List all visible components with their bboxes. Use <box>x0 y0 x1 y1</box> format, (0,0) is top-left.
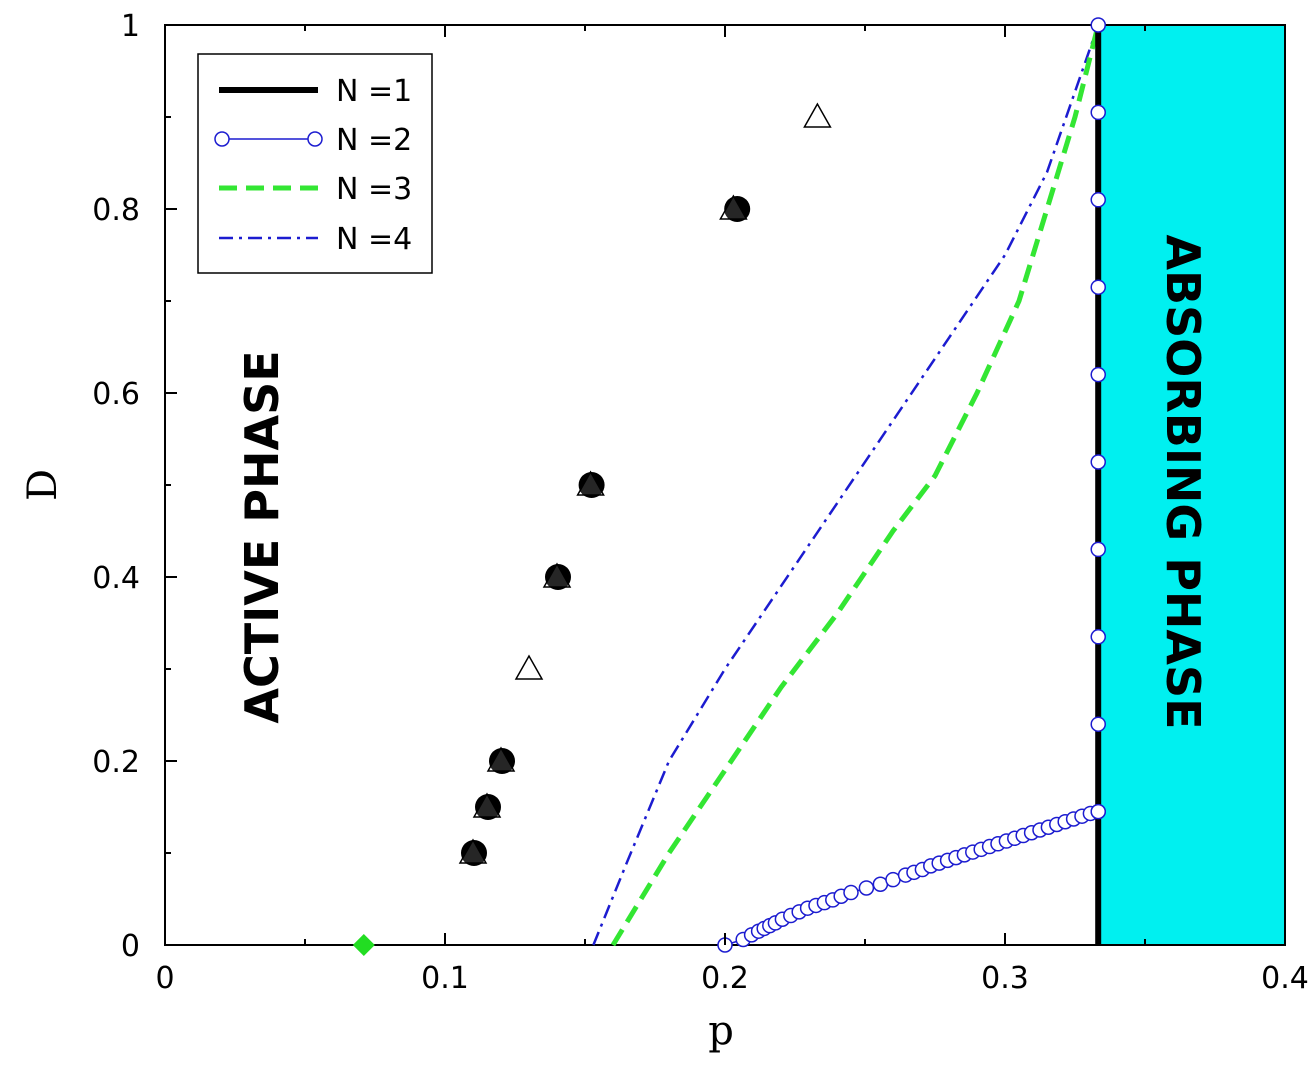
legend-label-n4: N =4 <box>336 222 412 257</box>
series-n2-marker-boundary <box>1090 192 1106 208</box>
absorbing-phase-label: ABSORBING PHASE <box>1156 234 1210 729</box>
filled-circle-marker <box>578 472 605 498</box>
y-tick-label: 0 <box>121 929 140 964</box>
x-tick-label: 0 <box>155 961 174 996</box>
x-tick-label: 0.3 <box>981 961 1029 996</box>
x-axis-title: p <box>708 1008 734 1054</box>
series-n3-line <box>610 24 1101 947</box>
series-n2-marker-boundary <box>1090 541 1106 558</box>
filled-circle-marker <box>461 840 487 866</box>
absorbing-phase-region <box>1098 25 1285 945</box>
series-n2-marker-boundary <box>1090 104 1106 121</box>
x-tick-label: 0.2 <box>701 961 749 996</box>
open-triangle-marker <box>542 562 572 588</box>
y-tick-label: 0.8 <box>92 193 140 228</box>
filled-circle-marker <box>489 748 515 774</box>
series-n2-marker-boundary <box>1090 803 1106 820</box>
y-tick-label: 0.6 <box>92 377 140 412</box>
series-n2-marker-boundary <box>1090 279 1106 295</box>
x-tick-label: 0.1 <box>421 961 469 996</box>
open-triangle-marker <box>458 838 488 864</box>
y-tick-label: 1 <box>121 9 140 44</box>
open-triangle-marker <box>803 102 832 128</box>
y-tick-label: 0.4 <box>92 561 140 596</box>
series-n2-marker-boundary <box>1090 629 1106 645</box>
legend-marker-n2 <box>214 131 230 147</box>
open-triangle-marker <box>719 194 748 220</box>
legend-label-n1: N =1 <box>336 74 412 109</box>
series-n4-line <box>592 24 1100 946</box>
diamond-marker <box>352 934 375 956</box>
y-tick-label: 0.2 <box>92 745 140 780</box>
series-n2-marker-boundary <box>1090 716 1106 732</box>
open-triangle-marker <box>472 792 502 818</box>
series-n2-marker-boundary <box>1090 454 1106 470</box>
filled-circle-marker <box>475 794 501 820</box>
legend-label-n2: N =2 <box>336 123 412 158</box>
open-triangle-marker <box>486 746 516 772</box>
series-n2-marker <box>843 884 859 901</box>
filled-circle-marker <box>545 564 571 590</box>
open-triangle-marker <box>576 470 605 496</box>
open-triangle-marker <box>514 654 544 680</box>
series-n2-marker-boundary <box>1090 366 1106 383</box>
legend: N =1 N =2 N =3 N =4 <box>197 53 433 274</box>
legend-label-n3: N =3 <box>336 172 412 207</box>
series-n2-marker-boundary <box>1090 17 1106 33</box>
y-axis-title: D <box>20 469 66 501</box>
x-tick-label: 0.4 <box>1261 961 1309 996</box>
legend-marker-n2 <box>307 131 323 147</box>
active-phase-label: ACTIVE PHASE <box>235 350 289 723</box>
series-n2-marker <box>858 880 875 896</box>
